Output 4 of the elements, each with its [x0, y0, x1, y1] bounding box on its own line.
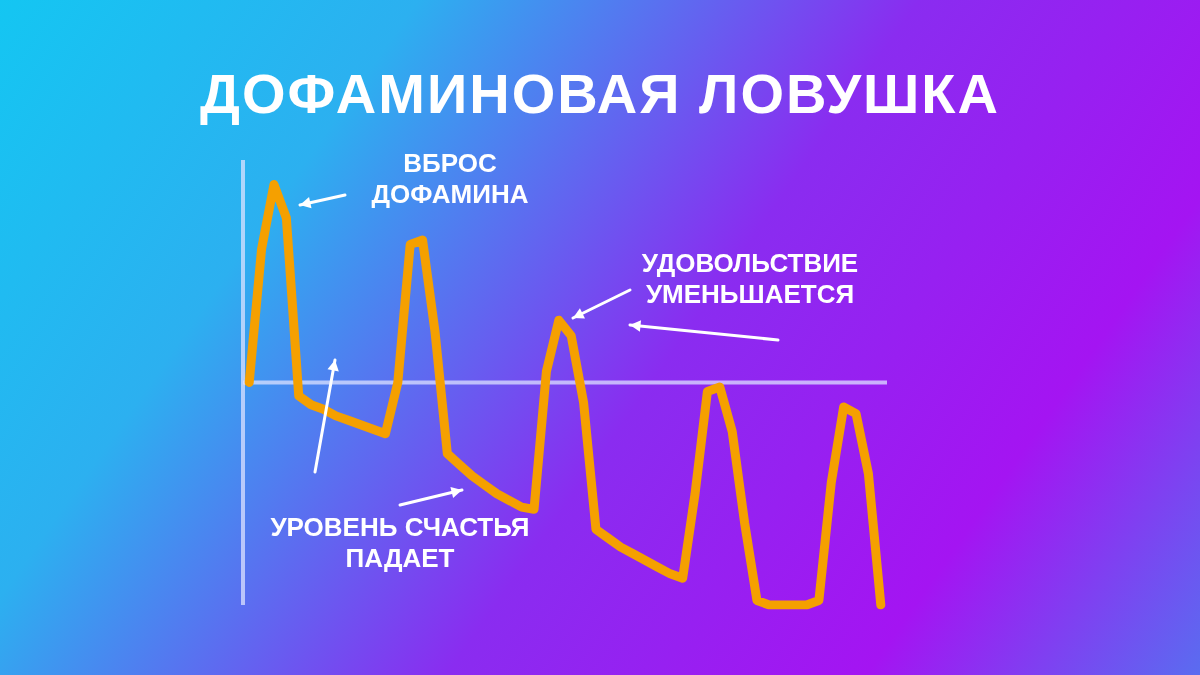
annotation: УДОВОЛЬСТВИЕ УМЕНЬШАЕТСЯ — [640, 248, 860, 311]
annotation: ВБРОС ДОФАМИНА — [370, 148, 530, 211]
annotation: УРОВЕНЬ СЧАСТЬЯ ПАДАЕТ — [269, 512, 531, 575]
chart-title: ДОФАМИНОВАЯ ЛОВУШКА — [199, 61, 1001, 127]
